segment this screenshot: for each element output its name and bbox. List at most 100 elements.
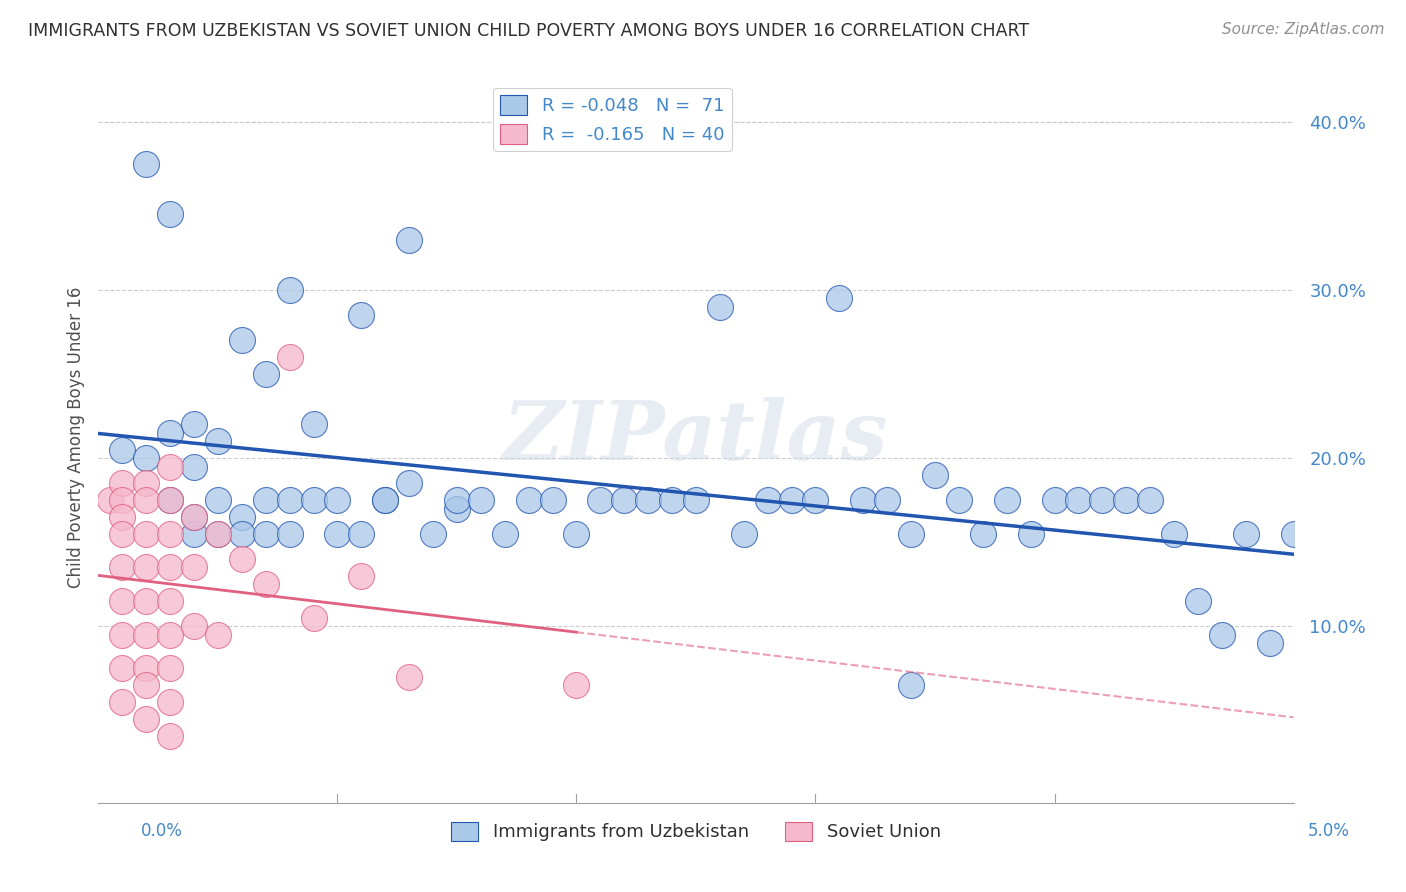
Point <box>159 560 181 574</box>
Point <box>135 493 157 508</box>
Point <box>159 661 181 675</box>
Point <box>98 493 122 508</box>
Point <box>135 476 157 491</box>
Point <box>1234 526 1257 541</box>
Point <box>422 526 444 541</box>
Point <box>111 695 134 709</box>
Point <box>326 493 349 508</box>
Point <box>804 493 827 508</box>
Point <box>302 493 325 508</box>
Point <box>135 451 157 466</box>
Point <box>446 501 468 516</box>
Point <box>159 695 181 709</box>
Point <box>302 417 325 432</box>
Point <box>183 560 205 574</box>
Point <box>278 350 301 364</box>
Point <box>446 493 468 508</box>
Point <box>589 493 612 508</box>
Point <box>1187 594 1209 608</box>
Point <box>1115 493 1137 508</box>
Point <box>350 526 373 541</box>
Text: 0.0%: 0.0% <box>141 822 183 840</box>
Point <box>207 493 229 508</box>
Point <box>183 510 205 524</box>
Point <box>231 552 253 566</box>
Point <box>159 594 181 608</box>
Point <box>517 493 540 508</box>
Point <box>254 577 277 591</box>
Point <box>470 493 492 508</box>
Point <box>111 510 134 524</box>
Point <box>924 467 946 482</box>
Point <box>159 425 181 440</box>
Point <box>398 670 420 684</box>
Point <box>231 526 253 541</box>
Point <box>637 493 659 508</box>
Point <box>183 619 205 633</box>
Text: ZIPatlas: ZIPatlas <box>503 397 889 477</box>
Point <box>135 157 157 171</box>
Point <box>733 526 755 541</box>
Point <box>159 493 181 508</box>
Point <box>852 493 875 508</box>
Point <box>135 594 157 608</box>
Point <box>183 417 205 432</box>
Point <box>183 459 205 474</box>
Point <box>159 207 181 221</box>
Point <box>302 611 325 625</box>
Point <box>756 493 779 508</box>
Point <box>972 526 994 541</box>
Point <box>135 526 157 541</box>
Point <box>565 526 588 541</box>
Point <box>900 678 922 692</box>
Point <box>135 678 157 692</box>
Point <box>135 560 157 574</box>
Point <box>231 510 253 524</box>
Point <box>159 459 181 474</box>
Point <box>709 300 731 314</box>
Point <box>183 526 205 541</box>
Point <box>1282 526 1305 541</box>
Point <box>541 493 564 508</box>
Point <box>350 308 373 322</box>
Point <box>900 526 922 541</box>
Point <box>111 594 134 608</box>
Legend: Immigrants from Uzbekistan, Soviet Union: Immigrants from Uzbekistan, Soviet Union <box>444 814 948 848</box>
Point <box>254 493 277 508</box>
Point <box>111 661 134 675</box>
Point <box>111 526 134 541</box>
Text: 5.0%: 5.0% <box>1308 822 1350 840</box>
Point <box>494 526 516 541</box>
Point <box>111 476 134 491</box>
Point <box>685 493 707 508</box>
Point <box>135 627 157 641</box>
Point <box>207 526 229 541</box>
Y-axis label: Child Poverty Among Boys Under 16: Child Poverty Among Boys Under 16 <box>66 286 84 588</box>
Point <box>159 627 181 641</box>
Point <box>1211 627 1233 641</box>
Point <box>398 233 420 247</box>
Point <box>111 493 134 508</box>
Point <box>374 493 396 508</box>
Point <box>876 493 898 508</box>
Point <box>350 569 373 583</box>
Point <box>326 526 349 541</box>
Point <box>254 526 277 541</box>
Point <box>159 729 181 743</box>
Point <box>278 493 301 508</box>
Point <box>1139 493 1161 508</box>
Point <box>1067 493 1090 508</box>
Point <box>613 493 636 508</box>
Point <box>780 493 803 508</box>
Point <box>661 493 683 508</box>
Point <box>207 627 229 641</box>
Point <box>1091 493 1114 508</box>
Text: Source: ZipAtlas.com: Source: ZipAtlas.com <box>1222 22 1385 37</box>
Point <box>1258 636 1281 650</box>
Point <box>111 627 134 641</box>
Point <box>1043 493 1066 508</box>
Point <box>135 661 157 675</box>
Point <box>278 283 301 297</box>
Point <box>183 510 205 524</box>
Point <box>278 526 301 541</box>
